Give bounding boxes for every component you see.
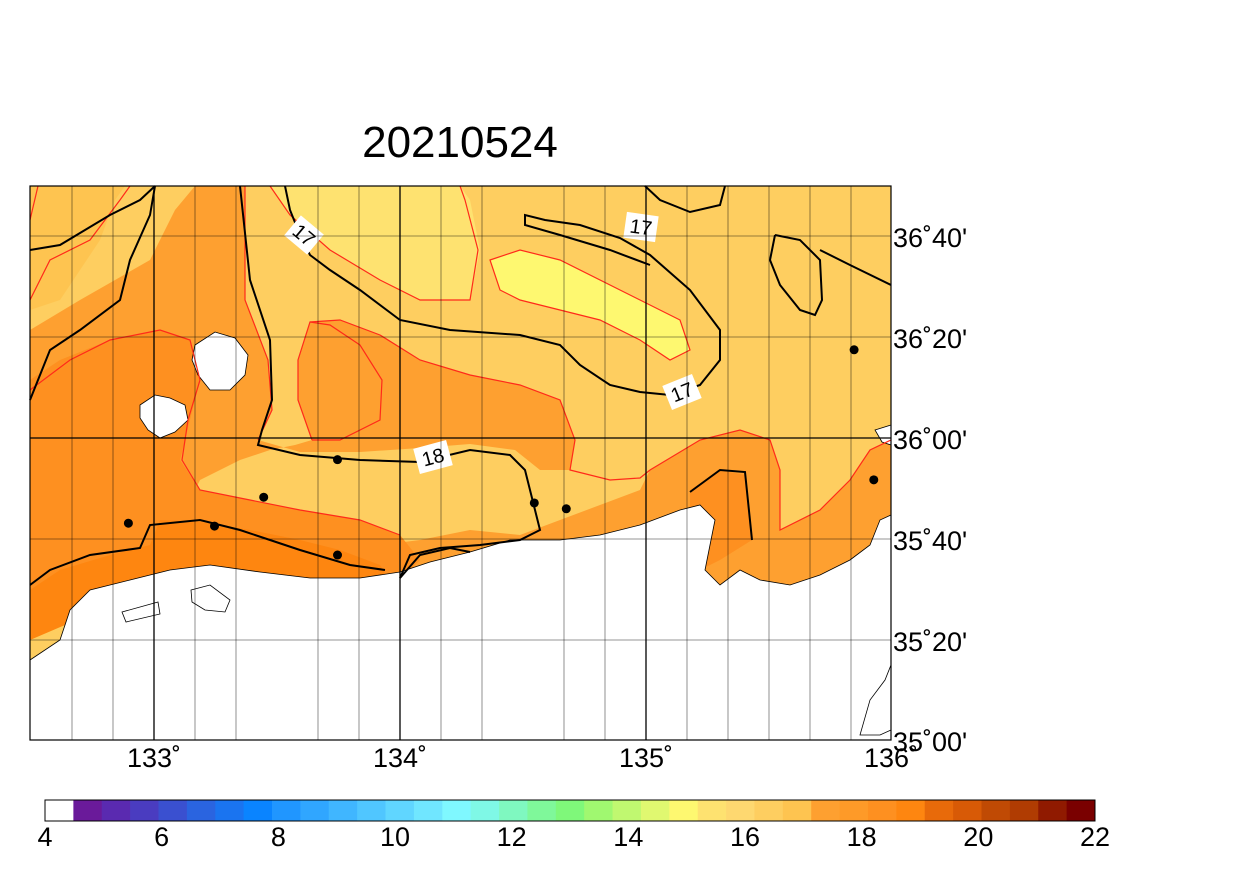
colorbar-frame [44, 799, 1096, 822]
colorbar-tick-16: 16 [730, 822, 760, 852]
colorbar-tick-8: 8 [271, 822, 286, 852]
station-marker-3 [259, 492, 269, 502]
lon-tick-134: 134˚ [373, 743, 427, 773]
lon-tick-133: 133˚ [127, 743, 181, 773]
lat-tick-36-00: 36˚00' [893, 425, 967, 455]
major-gridlines [30, 186, 891, 740]
lake-nakaumi [121, 601, 161, 623]
colorbar-swatch-1 [73, 800, 103, 821]
lat-tick-36-20: 36˚20' [893, 324, 967, 354]
colorbar-swatch-18 [555, 800, 585, 821]
lat-tick-35-20: 35˚20' [893, 627, 967, 657]
land-oki-dozen [139, 394, 189, 439]
station-markers [123, 345, 879, 560]
red-contours [29, 185, 892, 536]
colorbar-swatch-12 [385, 800, 415, 821]
colorbar-swatch-25 [754, 800, 784, 821]
colorbar-tick-10: 10 [380, 822, 410, 852]
colorbar: 4 6 8 10 12 14 16 18 20 22 [37, 799, 1110, 852]
colorbar-tick-12: 12 [497, 822, 527, 852]
station-marker-7 [561, 504, 571, 514]
colorbar-swatch-34 [1009, 800, 1039, 821]
field-17-5-nw [30, 186, 125, 310]
colorbar-swatch-4 [158, 800, 188, 821]
land-honshu [29, 504, 892, 741]
colorbar-tick-20: 20 [963, 822, 993, 852]
field-16-core [490, 250, 690, 360]
station-marker-9 [869, 475, 879, 485]
colorbar-swatch-27 [811, 800, 840, 821]
station-marker-4 [333, 455, 342, 465]
colorbar-swatch-13 [413, 800, 443, 821]
colorbar-swatch-20 [612, 800, 642, 821]
map-title: 20210524 [362, 118, 558, 167]
field-18 [30, 186, 891, 600]
station-marker-1 [123, 518, 133, 528]
colorbar-swatch-28 [839, 800, 869, 821]
colorbar-swatch-16 [499, 800, 528, 821]
field-16-5-north [270, 186, 480, 300]
colorbar-tick-6: 6 [154, 822, 169, 852]
station-marker-8 [849, 345, 859, 355]
colorbar-swatch-21 [640, 800, 670, 821]
colorbar-swatch-0 [45, 800, 74, 821]
colorbar-swatch-26 [782, 800, 812, 821]
station-marker-6 [529, 498, 539, 508]
colorbar-swatch-15 [470, 800, 500, 821]
colorbar-swatch-36 [1066, 800, 1096, 821]
lat-tick-36-40: 36˚40' [893, 223, 967, 253]
longitude-axis: 133˚ 134˚ 135˚ 136˚ [127, 743, 918, 773]
colorbar-swatch-5 [186, 800, 216, 821]
lon-tick-135: 135˚ [619, 743, 673, 773]
colorbar-tick-4: 4 [37, 822, 52, 852]
colorbar-swatch-6 [215, 800, 245, 821]
lat-tick-35-00: 35˚00' [893, 727, 967, 757]
colorbar-swatch-2 [101, 800, 131, 821]
black-contours [29, 185, 892, 586]
map-panel: 17 17 17 18 [29, 185, 892, 741]
colorbar-tick-14: 14 [613, 822, 643, 852]
colorbar-swatch-11 [357, 800, 386, 821]
lake-shinji [190, 584, 231, 613]
colorbar-swatch-3 [130, 800, 159, 821]
colorbar-swatch-31 [924, 800, 954, 821]
colorbar-swatch-10 [328, 800, 358, 821]
colorbar-swatch-32 [953, 800, 982, 821]
colorbar-swatch-17 [527, 800, 557, 821]
map-frame [29, 185, 892, 741]
colorbar-tick-18: 18 [847, 822, 877, 852]
station-marker-2 [210, 521, 219, 531]
colorbar-swatch-9 [300, 800, 330, 821]
contour-label-17-b: 17 [628, 216, 653, 241]
colorbar-swatch-19 [584, 800, 613, 821]
colorbar-swatch-23 [697, 800, 727, 821]
station-marker-5 [333, 550, 342, 560]
lat-tick-35-40: 35˚40' [893, 526, 967, 556]
colorbar-swatch-30 [896, 800, 926, 821]
latitude-axis: 36˚40' 36˚20' 36˚00' 35˚40' 35˚20' 35˚00… [893, 223, 967, 757]
colorbar-swatch-24 [726, 800, 755, 821]
colorbar-tick-22: 22 [1080, 822, 1110, 852]
colorbar-swatch-7 [243, 800, 273, 821]
colorbar-swatch-8 [272, 800, 301, 821]
colorbar-swatch-33 [981, 800, 1011, 821]
colorbar-swatch-29 [867, 800, 897, 821]
lon-tick-136: 136˚ [864, 743, 918, 773]
colorbar-swatch-22 [669, 800, 699, 821]
colorbar-swatch-35 [1038, 800, 1068, 821]
colorbar-swatch-14 [442, 800, 472, 821]
